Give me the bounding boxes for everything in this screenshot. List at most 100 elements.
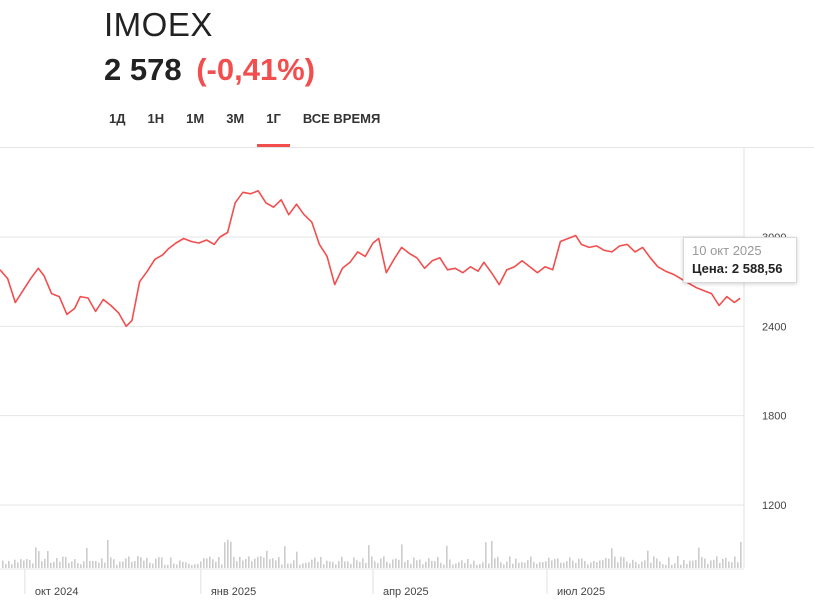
volume-bar bbox=[287, 563, 289, 568]
volume-bar bbox=[266, 550, 268, 568]
volume-bar bbox=[167, 564, 169, 568]
volume-bar bbox=[275, 560, 277, 568]
volume-bar bbox=[185, 562, 187, 568]
volume-bar bbox=[272, 558, 274, 568]
volume-bar bbox=[518, 562, 520, 568]
volume-bar bbox=[635, 561, 637, 568]
volume-bar bbox=[422, 564, 424, 568]
tab-all-time[interactable]: ВСЕ ВРЕМЯ bbox=[302, 111, 381, 126]
volume-bar bbox=[722, 558, 724, 568]
volume-bar bbox=[596, 562, 598, 568]
volume-bar bbox=[26, 558, 28, 568]
volume-bar bbox=[191, 564, 193, 568]
volume-bar bbox=[80, 564, 82, 568]
volume-bar bbox=[53, 562, 55, 568]
volume-bar bbox=[533, 561, 535, 568]
volume-bar bbox=[251, 561, 253, 568]
y-tick-label: 1800 bbox=[762, 411, 786, 423]
volume-bar bbox=[56, 558, 58, 568]
volume-bar bbox=[725, 557, 727, 568]
volume-bar bbox=[443, 564, 445, 568]
volume-bar bbox=[218, 557, 220, 568]
volume-bar bbox=[134, 561, 136, 568]
volume-bar bbox=[83, 561, 85, 568]
volume-bar bbox=[311, 559, 313, 568]
volume-bar bbox=[35, 547, 37, 568]
volume-bar bbox=[215, 561, 217, 568]
volume-bar bbox=[482, 562, 484, 568]
volume-bar bbox=[374, 561, 376, 568]
volume-bar bbox=[302, 563, 304, 568]
price-tooltip: 10 окт 2025 Цена: 2 588,56 bbox=[683, 237, 797, 283]
volume-bar bbox=[155, 558, 157, 568]
volume-bar bbox=[683, 559, 685, 568]
volume-bar bbox=[377, 563, 379, 568]
volume-bar bbox=[644, 560, 646, 568]
volume-bar bbox=[92, 561, 94, 568]
volume-bar bbox=[359, 561, 361, 568]
index-ticker: IMOEX bbox=[104, 6, 213, 43]
volume-bar bbox=[386, 561, 388, 568]
volume-bar bbox=[614, 556, 616, 568]
volume-bar bbox=[563, 562, 565, 568]
volume-bar bbox=[362, 558, 364, 568]
volume-bar bbox=[599, 560, 601, 568]
volume-bar bbox=[38, 551, 40, 568]
tab-1y[interactable]: 1Г bbox=[255, 108, 292, 147]
volume-bar bbox=[341, 556, 343, 568]
volume-bar bbox=[620, 556, 622, 568]
volume-bar bbox=[458, 562, 460, 568]
volume-bar bbox=[632, 559, 634, 568]
tab-3m[interactable]: 3М bbox=[226, 111, 245, 126]
volume-bar bbox=[566, 561, 568, 568]
volume-bar bbox=[329, 561, 331, 568]
volume-bar bbox=[527, 560, 529, 568]
tooltip-date: 10 окт 2025 bbox=[692, 243, 762, 258]
volume-bar bbox=[425, 561, 427, 568]
volume-bar bbox=[431, 560, 433, 568]
tab-1w[interactable]: 1Н bbox=[147, 111, 165, 126]
volume-bar bbox=[617, 562, 619, 568]
volume-bar bbox=[158, 557, 160, 568]
volume-bar bbox=[11, 564, 13, 568]
volume-bar bbox=[434, 561, 436, 568]
volume-bar bbox=[335, 564, 337, 568]
volume-bar bbox=[449, 559, 451, 568]
volume-bar bbox=[59, 561, 61, 568]
volume-bar bbox=[365, 562, 367, 568]
volume-bar bbox=[410, 563, 412, 568]
volume-bar bbox=[491, 540, 493, 568]
volume-bar bbox=[641, 561, 643, 568]
volume-bar bbox=[65, 557, 67, 568]
volume-bar bbox=[452, 564, 454, 568]
volume-bar bbox=[128, 556, 130, 568]
volume-bar bbox=[413, 557, 415, 568]
volume-bar bbox=[278, 557, 280, 568]
volume-bar bbox=[521, 562, 523, 568]
volume-bar bbox=[554, 558, 556, 568]
volume-bar bbox=[656, 558, 658, 568]
volume-bar bbox=[314, 557, 316, 568]
volume-bar bbox=[380, 558, 382, 568]
volume-bar bbox=[524, 562, 526, 568]
volume-bar bbox=[401, 544, 403, 568]
volume-bar bbox=[137, 556, 139, 568]
volume-bar bbox=[23, 560, 25, 568]
volume-bar bbox=[50, 562, 52, 568]
volume-bar bbox=[347, 561, 349, 568]
volume-bar bbox=[212, 559, 214, 568]
tab-1d[interactable]: 1Д bbox=[109, 111, 126, 126]
volume-bar bbox=[473, 560, 475, 568]
volume-bar bbox=[350, 563, 352, 568]
volume-bar bbox=[485, 542, 487, 568]
volume-bar bbox=[734, 556, 736, 568]
volume-bar bbox=[590, 562, 592, 568]
volume-bar bbox=[209, 556, 211, 568]
volume-bar bbox=[467, 559, 469, 568]
volume-bar bbox=[269, 559, 271, 568]
volume-bar bbox=[182, 561, 184, 568]
volume-bar bbox=[512, 563, 514, 568]
volume-bar bbox=[239, 556, 241, 568]
tab-1m[interactable]: 1М bbox=[186, 111, 205, 126]
